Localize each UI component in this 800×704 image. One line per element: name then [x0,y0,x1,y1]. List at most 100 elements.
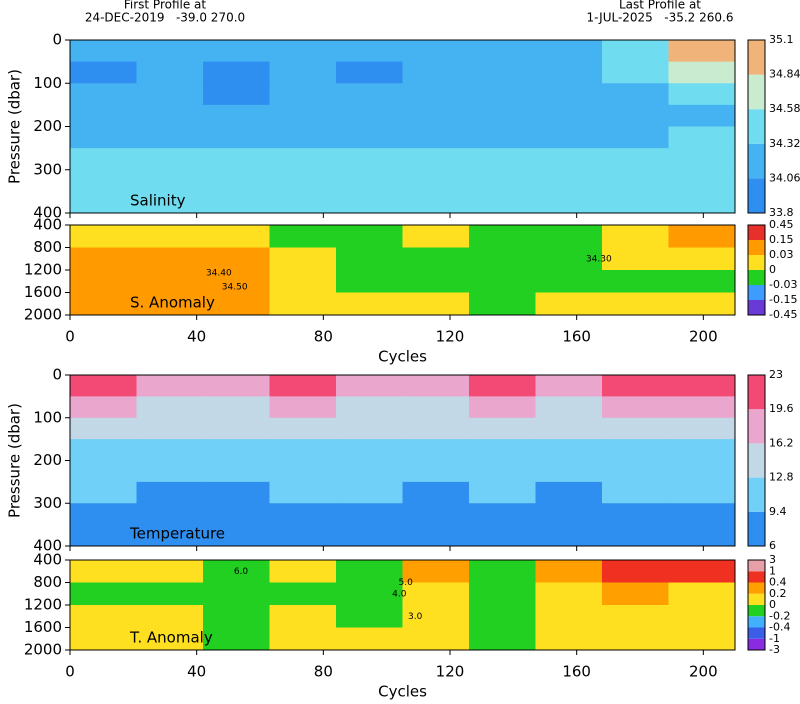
heat-cell [136,627,204,651]
heat-cell [70,503,137,526]
heat-cell [469,270,536,293]
colorbar-band [748,178,765,213]
y-tick-label: 1600 [24,618,62,636]
heat-cell [535,61,603,84]
colorbar-band [748,300,765,315]
heat-cell [203,627,270,651]
heat-cell [136,481,204,504]
heat-cell [136,417,204,440]
heat-cell [602,225,669,248]
heat-cell [70,460,137,483]
heat-cell [269,40,337,63]
heat-cell [535,481,603,504]
heat-cell [269,104,337,127]
heat-cell [402,375,470,397]
heat-cell [269,481,337,504]
heat-cell [668,439,736,461]
y-tick-label: 400 [33,537,62,555]
colorbar-label: -0.15 [769,293,797,306]
heat-cell [70,247,137,271]
colorbar-band [748,443,765,478]
heat-cell [402,627,470,651]
heat-cell [469,104,536,127]
heat-cell [203,148,270,171]
heat-cell [269,83,337,106]
heat-cell [70,126,137,149]
heat-cell [469,560,536,583]
colorbar-band [748,285,765,300]
heat-cell [602,292,669,316]
heat-cell [469,460,536,483]
heat-cell [402,247,470,271]
y-axis-label: Pressure (dbar) [6,69,24,184]
colorbar-label: 35.1 [769,33,794,46]
heat-cell [668,375,736,397]
heat-cell [402,396,470,419]
heat-cell [269,247,337,271]
heat-cell [469,191,536,214]
heat-cell [535,126,603,149]
heat-cell [336,417,403,440]
y-tick-label: 0 [52,31,62,49]
heat-cell [203,225,270,248]
colorbar-band [748,560,765,572]
y-tick-label: 100 [33,408,62,426]
heat-cell [336,40,403,63]
heat-cell [203,417,270,440]
heat-cell [602,169,669,192]
heat-cell [535,460,603,483]
y-tick-label: 400 [33,551,62,569]
x-tick-label: 80 [314,663,333,681]
heat-cell [469,375,536,397]
heat-cell [469,481,536,504]
heat-cell [602,375,669,397]
heat-cell [469,225,536,248]
x-tick-label: 40 [187,328,206,346]
heat-cell [336,126,403,149]
x-tick-label: 200 [689,663,718,681]
colorbar-band [748,638,765,650]
heat-cell [70,560,137,583]
heat-cell [668,247,736,271]
colorbar-label: 0.15 [769,233,794,246]
colorbar-band [748,605,765,617]
heat-cell [269,270,337,293]
last-profile-title: Last Profile at [619,0,701,12]
heat-cell [336,191,403,214]
colorbar-frame [747,224,766,316]
heat-cell [469,40,536,63]
x-tick-label: 0 [65,663,75,681]
y-tick-label: 300 [33,160,62,178]
heat-cell [469,627,536,651]
heat-cell [535,524,603,547]
heat-cell [668,396,736,419]
heat-cell [70,225,137,248]
heat-cell [136,40,204,63]
x-tick-label: 160 [562,328,591,346]
heat-cell [336,481,403,504]
heat-cell [535,169,603,192]
heat-cell [535,417,603,440]
heat-cell [535,148,603,171]
heat-cell [269,503,337,526]
colorbar-label: 34.84 [769,68,800,81]
heat-cell [70,104,137,127]
colorbar-band [748,143,765,179]
heat-cell [203,460,270,483]
panel-label: Temperature [129,525,225,543]
heat-cell [668,524,736,547]
heat-cell [668,481,736,504]
heat-cell [336,460,403,483]
heat-cell [336,225,403,248]
y-tick-label: 2000 [24,306,62,324]
heat-cell [469,61,536,84]
heat-cell [269,191,337,214]
heat-cell [70,40,137,63]
heat-cell [668,560,736,583]
heat-cell [203,191,270,214]
heat-cell [269,396,337,419]
colorbar-band [748,109,765,144]
heat-cell [203,169,270,192]
first-profile-info: 24-DEC-2019 -39.0 270.0 [85,11,245,25]
